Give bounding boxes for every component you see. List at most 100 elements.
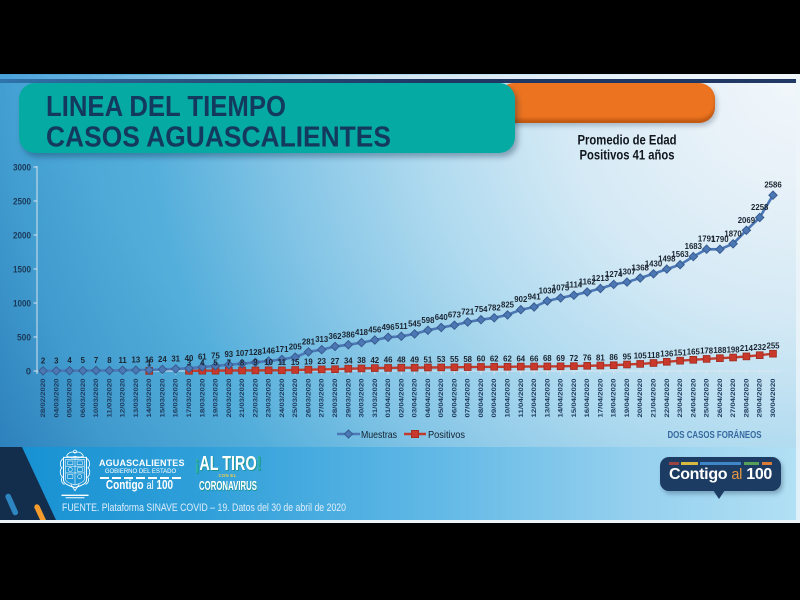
- svg-text:2258: 2258: [751, 203, 769, 212]
- svg-text:198: 198: [727, 345, 741, 354]
- svg-text:673: 673: [448, 311, 462, 320]
- svg-text:171: 171: [275, 345, 289, 354]
- svg-text:68: 68: [543, 354, 552, 363]
- svg-text:05/03/2020: 05/03/2020: [67, 378, 74, 417]
- svg-text:8: 8: [240, 358, 245, 367]
- svg-text:34: 34: [344, 357, 353, 366]
- svg-text:69: 69: [556, 354, 565, 363]
- svg-text:105: 105: [634, 352, 648, 361]
- svg-text:4: 4: [67, 356, 72, 365]
- svg-text:1430: 1430: [645, 259, 663, 268]
- svg-text:1500: 1500: [13, 264, 31, 274]
- svg-text:14/03/2020: 14/03/2020: [146, 378, 153, 417]
- svg-text:9: 9: [253, 358, 258, 367]
- svg-text:0: 0: [26, 366, 31, 376]
- svg-text:941: 941: [528, 293, 542, 302]
- svg-text:782: 782: [488, 303, 502, 312]
- svg-text:18/04/2020: 18/04/2020: [611, 378, 618, 417]
- svg-text:10/04/2020: 10/04/2020: [505, 378, 512, 417]
- svg-text:1870: 1870: [724, 229, 742, 238]
- svg-text:10: 10: [264, 358, 273, 367]
- svg-text:5: 5: [81, 356, 86, 365]
- svg-text:496: 496: [382, 323, 396, 332]
- svg-text:25/03/2020: 25/03/2020: [292, 378, 299, 417]
- svg-text:21/04/2020: 21/04/2020: [651, 378, 658, 417]
- svg-text:2: 2: [41, 356, 46, 365]
- svg-text:313: 313: [315, 335, 329, 344]
- svg-text:511: 511: [395, 322, 408, 331]
- svg-text:18/03/2020: 18/03/2020: [199, 378, 206, 417]
- svg-text:24/03/2020: 24/03/2020: [279, 378, 286, 417]
- svg-text:214: 214: [740, 344, 754, 353]
- svg-text:825: 825: [501, 300, 515, 309]
- svg-text:FUENTE. Plataforma SINAVE COVI: FUENTE. Plataforma SINAVE COVID – 19. Da…: [62, 502, 346, 514]
- svg-text:5: 5: [213, 359, 218, 368]
- svg-text:12/04/2020: 12/04/2020: [531, 378, 538, 417]
- svg-text:28/04/2020: 28/04/2020: [743, 378, 750, 417]
- svg-text:24: 24: [158, 355, 167, 364]
- svg-text:165: 165: [687, 348, 701, 357]
- svg-text:1: 1: [147, 359, 152, 368]
- svg-text:136: 136: [660, 350, 674, 359]
- svg-text:10/03/2020: 10/03/2020: [93, 378, 100, 417]
- svg-text:456: 456: [368, 326, 382, 335]
- svg-text:17/04/2020: 17/04/2020: [597, 378, 604, 417]
- svg-text:27/03/2020: 27/03/2020: [319, 378, 326, 417]
- svg-text:58: 58: [463, 355, 472, 364]
- svg-text:232: 232: [753, 343, 767, 352]
- svg-text:86: 86: [609, 353, 618, 362]
- svg-text:62: 62: [490, 355, 499, 364]
- svg-text:3: 3: [54, 356, 59, 365]
- svg-text:09/04/2020: 09/04/2020: [491, 378, 498, 417]
- svg-text:62: 62: [503, 355, 512, 364]
- svg-text:25/04/2020: 25/04/2020: [704, 378, 711, 417]
- svg-text:17/03/2020: 17/03/2020: [186, 378, 193, 417]
- svg-text:26/04/2020: 26/04/2020: [717, 378, 724, 417]
- svg-text:3000: 3000: [13, 162, 31, 172]
- svg-text:76: 76: [583, 354, 592, 363]
- svg-text:386: 386: [342, 330, 356, 339]
- svg-text:22/04/2020: 22/04/2020: [664, 378, 671, 417]
- svg-text:LINEA DEL TIEMPO: LINEA DEL TIEMPO: [46, 91, 286, 123]
- svg-text:26/03/2020: 26/03/2020: [305, 378, 312, 417]
- svg-text:16: 16: [145, 355, 154, 364]
- svg-text:1162: 1162: [579, 278, 597, 287]
- svg-text:60: 60: [477, 355, 486, 364]
- svg-text:2000: 2000: [13, 230, 31, 240]
- svg-text:06/04/2020: 06/04/2020: [451, 378, 458, 417]
- svg-text:Promedio de Edad: Promedio de Edad: [578, 133, 677, 148]
- svg-text:48: 48: [397, 356, 406, 365]
- svg-text:01/04/2020: 01/04/2020: [385, 378, 392, 417]
- svg-text:31/03/2020: 31/03/2020: [372, 378, 379, 417]
- svg-text:29/04/2020: 29/04/2020: [757, 378, 764, 417]
- svg-text:81: 81: [596, 353, 605, 362]
- svg-text:1030: 1030: [539, 287, 557, 296]
- svg-text:Positivos 41 años: Positivos 41 años: [580, 148, 675, 163]
- svg-text:721: 721: [461, 308, 475, 317]
- svg-text:19/03/2020: 19/03/2020: [213, 378, 220, 417]
- svg-text:128: 128: [249, 348, 263, 357]
- svg-text:42: 42: [370, 356, 379, 365]
- svg-text:13/03/2020: 13/03/2020: [133, 378, 140, 417]
- svg-text:2586: 2586: [764, 181, 782, 190]
- svg-text:38: 38: [357, 356, 366, 365]
- svg-text:8: 8: [107, 356, 112, 365]
- svg-text:07/04/2020: 07/04/2020: [465, 378, 472, 417]
- svg-text:28/03/2020: 28/03/2020: [332, 378, 339, 417]
- svg-text:118: 118: [647, 351, 660, 360]
- svg-text:1368: 1368: [632, 264, 650, 273]
- svg-text:640: 640: [435, 313, 449, 322]
- svg-text:64: 64: [516, 354, 525, 363]
- svg-text:205: 205: [289, 343, 303, 352]
- svg-text:04/03/2020: 04/03/2020: [53, 378, 60, 417]
- svg-text:04/04/2020: 04/04/2020: [425, 378, 432, 417]
- svg-text:72: 72: [570, 354, 579, 363]
- svg-text:281: 281: [302, 337, 316, 346]
- svg-text:16/04/2020: 16/04/2020: [584, 378, 591, 417]
- svg-text:16/03/2020: 16/03/2020: [173, 378, 180, 417]
- svg-text:51: 51: [424, 355, 433, 364]
- svg-text:1498: 1498: [658, 255, 676, 264]
- svg-text:13/04/2020: 13/04/2020: [544, 378, 551, 417]
- svg-text:21/03/2020: 21/03/2020: [239, 378, 246, 417]
- svg-text:151: 151: [674, 349, 688, 358]
